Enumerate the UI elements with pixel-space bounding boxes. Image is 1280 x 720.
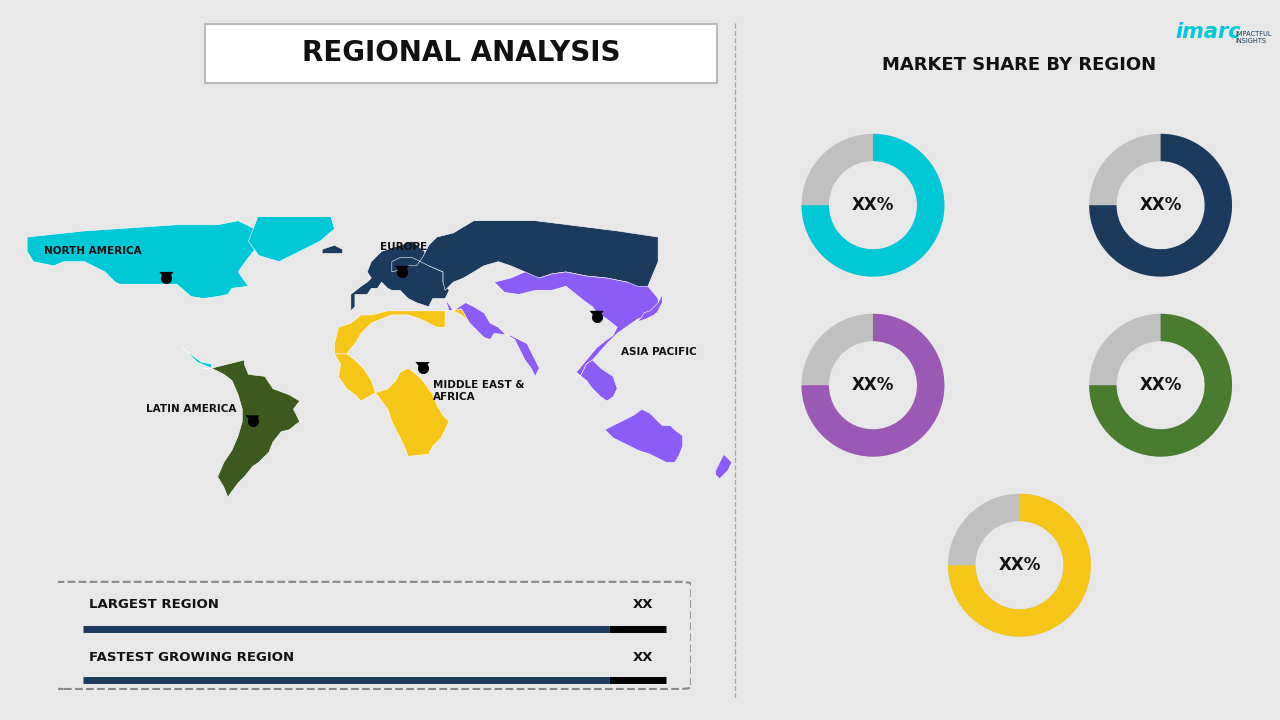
Polygon shape <box>590 311 604 319</box>
Polygon shape <box>396 266 410 274</box>
Polygon shape <box>445 309 494 340</box>
Text: LARGEST REGION: LARGEST REGION <box>90 598 219 611</box>
Polygon shape <box>204 360 300 498</box>
Text: MIDDLE EAST &
AFRICA: MIDDLE EAST & AFRICA <box>433 379 525 402</box>
Polygon shape <box>445 299 539 377</box>
Polygon shape <box>576 360 617 401</box>
Text: REGIONAL ANALYSIS: REGIONAL ANALYSIS <box>302 40 620 67</box>
Polygon shape <box>392 221 658 294</box>
Polygon shape <box>334 354 449 456</box>
Polygon shape <box>494 272 658 377</box>
Polygon shape <box>716 454 732 479</box>
Text: FASTEST GROWING REGION: FASTEST GROWING REGION <box>90 651 294 665</box>
Text: IMPACTFUL
INSIGHTS: IMPACTFUL INSIGHTS <box>1235 31 1272 44</box>
Polygon shape <box>605 409 682 462</box>
Text: LATIN AMERICA: LATIN AMERICA <box>146 404 237 414</box>
Polygon shape <box>323 246 343 253</box>
Text: MARKET SHARE BY REGION: MARKET SHARE BY REGION <box>882 55 1157 73</box>
Polygon shape <box>248 215 334 261</box>
Polygon shape <box>351 241 449 311</box>
Text: EUROPE: EUROPE <box>380 243 426 252</box>
Text: XX: XX <box>632 651 653 665</box>
Polygon shape <box>334 311 445 354</box>
Text: ASIA PACIFIC: ASIA PACIFIC <box>621 347 698 357</box>
Polygon shape <box>27 221 259 299</box>
Polygon shape <box>637 294 662 321</box>
Polygon shape <box>416 362 430 370</box>
Text: NORTH AMERICA: NORTH AMERICA <box>44 246 141 256</box>
Polygon shape <box>159 272 174 280</box>
Polygon shape <box>183 348 211 368</box>
Text: imarc: imarc <box>1175 22 1240 42</box>
Polygon shape <box>246 415 260 423</box>
Text: XX: XX <box>632 598 653 611</box>
